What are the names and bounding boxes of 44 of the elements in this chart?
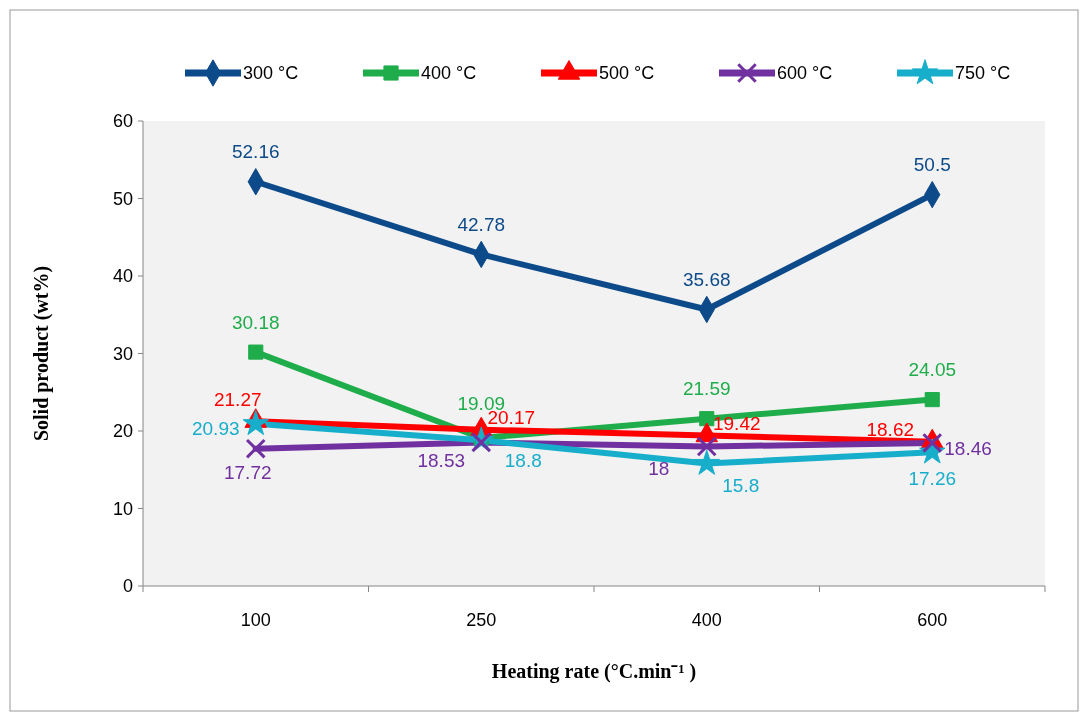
y-tick-label: 60 (112, 111, 133, 132)
legend-label: 600 °C (777, 63, 833, 84)
legend-label: 500 °C (599, 63, 655, 84)
point (699, 411, 715, 427)
legend-label: 400 °C (421, 63, 477, 84)
point (696, 436, 717, 457)
data-label: 30.18 (231, 311, 280, 333)
point (922, 432, 943, 454)
data-label: 24.05 (908, 359, 957, 381)
data-label: 21.59 (682, 378, 731, 400)
point (693, 449, 720, 475)
y-tick-label: 30 (112, 343, 133, 364)
x-tick-label: 400 (691, 610, 722, 630)
data-label: 15.8 (722, 475, 760, 497)
y-axis-title: Solid product (wt%) (30, 265, 53, 442)
data-label: 18.53 (417, 450, 466, 472)
data-label: 17.72 (223, 462, 272, 484)
point (245, 438, 266, 459)
data-label: 18.62 (866, 419, 915, 441)
data-label: 35.68 (682, 269, 731, 291)
data-label: 18 (648, 458, 670, 480)
y-tick-label: 0 (122, 576, 133, 597)
data-label: 20.93 (191, 418, 240, 440)
data-label: 18.8 (504, 449, 542, 471)
point (924, 392, 940, 408)
x-tick-label: 100 (240, 610, 271, 630)
y-tick-label: 10 (112, 498, 133, 519)
y-tick-label: 20 (112, 421, 133, 442)
y-tick-label: 50 (112, 188, 133, 209)
data-label: 21.27 (213, 388, 262, 410)
x-tick-label: 600 (917, 610, 948, 630)
data-label: 17.26 (908, 467, 957, 489)
legend-label: 300 °C (243, 63, 299, 84)
y-tick-label: 40 (112, 266, 133, 287)
data-label: 52.16 (231, 141, 280, 163)
data-label: 19.42 (712, 413, 761, 435)
x-axis-title: Heating rate (°C.min⁻¹ ) (491, 660, 697, 683)
data-label: 50.5 (913, 154, 951, 176)
point (242, 409, 269, 436)
point (248, 344, 264, 360)
x-tick-label: 250 (466, 610, 497, 630)
data-label: 18.46 (944, 437, 992, 459)
data-label: 42.78 (457, 214, 506, 236)
legend-label: 750 °C (955, 63, 1011, 84)
